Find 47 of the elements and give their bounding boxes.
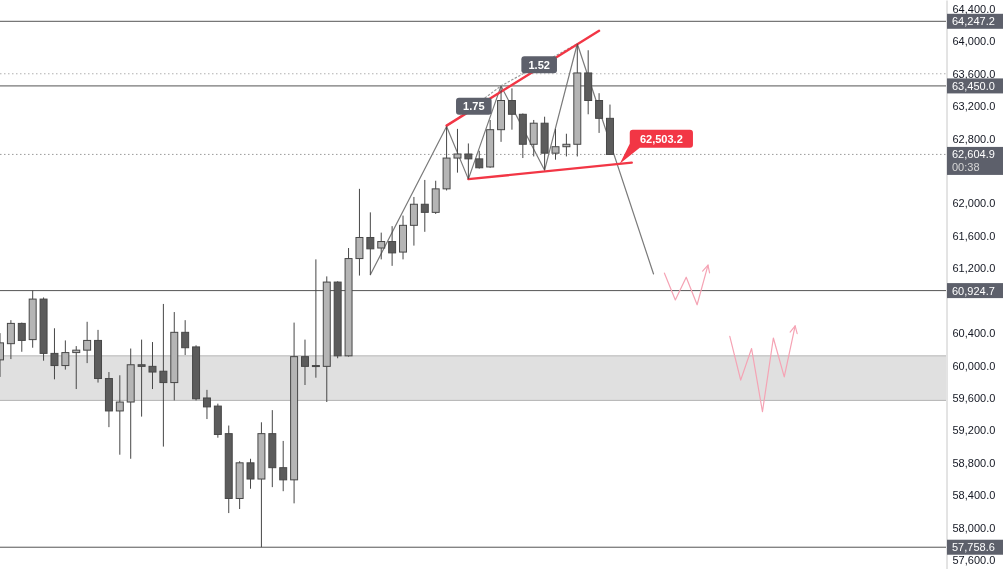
ref-line-label: 62,604.9 00:38	[952, 148, 995, 174]
y-tick-label: 61,200.0	[952, 262, 996, 275]
candlestick	[529, 119, 538, 157]
candlestick	[148, 341, 157, 390]
candlestick	[137, 339, 146, 418]
candlestick	[279, 440, 288, 492]
ref-line-label: 64,247.2	[952, 15, 995, 28]
candlestick	[366, 211, 375, 276]
y-tick-label: 60,400.0	[952, 327, 996, 340]
y-tick-label: 64,000.0	[952, 35, 996, 48]
annotation: 1.52	[528, 58, 550, 71]
ref-line-label: 57,758.6	[952, 541, 995, 554]
y-tick-label: 58,000.0	[952, 521, 996, 534]
candlestick	[431, 180, 440, 215]
y-tick-label: 59,200.0	[952, 424, 996, 437]
y-tick-label: 64,400.0	[952, 2, 996, 15]
candlestick	[562, 133, 571, 157]
candlestick	[551, 128, 560, 161]
ref-line-label: 63,450.0	[952, 79, 995, 92]
y-tick-label: 57,600.0	[952, 554, 996, 567]
candlestick	[453, 128, 462, 174]
y-tick-label: 62,800.0	[952, 132, 996, 145]
candlestick	[464, 142, 473, 180]
y-tick-label: 62,000.0	[952, 197, 996, 210]
y-tick-label: 59,600.0	[952, 392, 996, 404]
candlestick	[388, 225, 397, 267]
y-tick-label: 63,200.0	[952, 100, 996, 113]
candlestick	[355, 188, 364, 277]
candlestick	[50, 327, 59, 380]
y-tick-label: 60,000.0	[952, 359, 996, 372]
candlestick	[420, 179, 429, 233]
candlestick	[159, 303, 168, 448]
candlestick	[181, 319, 190, 356]
ref-line-label: 60,924.7	[952, 284, 995, 297]
y-tick-label: 58,400.0	[952, 489, 996, 502]
candlestick	[202, 389, 211, 420]
y-tick-label: 58,800.0	[952, 456, 996, 469]
candlestick	[17, 322, 26, 353]
candlestick	[377, 232, 386, 260]
annotation: 1.75	[463, 100, 485, 113]
candlestick	[409, 196, 418, 247]
y-tick-label: 63,600.0	[952, 67, 996, 80]
candlestick	[301, 339, 309, 386]
y-tick-label: 61,600.0	[952, 229, 996, 242]
candlestick	[595, 92, 604, 134]
data-label: 62,503.2	[639, 132, 683, 145]
candlestick	[246, 458, 255, 490]
